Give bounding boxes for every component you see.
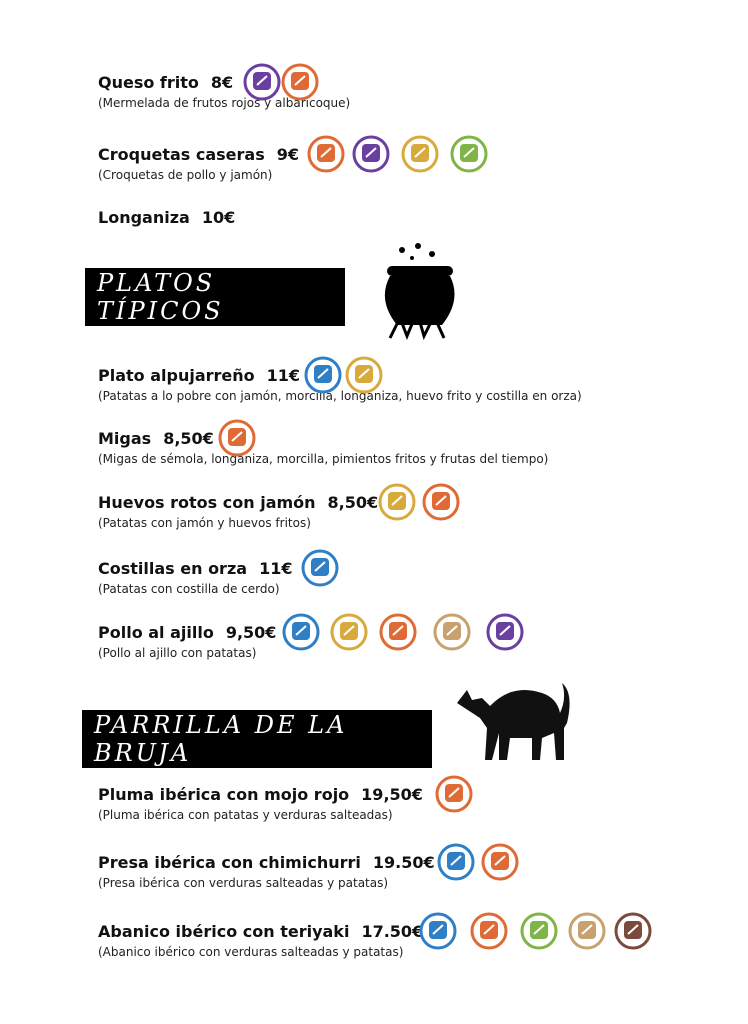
item-description: (Pluma ibérica con patatas y verduras sa… <box>98 808 393 822</box>
item-name: Migas <box>98 429 152 448</box>
allergen-icon <box>437 843 475 881</box>
item-description: (Abanico ibérico con verduras salteadas … <box>98 945 404 959</box>
allergen-icon <box>450 135 488 173</box>
item-description: (Pollo al ajillo con patatas) <box>98 646 257 660</box>
allergen-icon <box>401 135 439 173</box>
item-heading: Plato alpujarreño 11€ <box>98 365 582 387</box>
item-name: Presa ibérica con chimichurri <box>98 853 361 872</box>
item-name: Huevos rotos con jamón <box>98 493 316 512</box>
item-heading: Presa ibérica con chimichurri 19.50€ <box>98 852 435 874</box>
item-name: Longaniza <box>98 208 190 227</box>
allergen-icon <box>520 912 558 950</box>
section-title: PARRILLA DE LA BRUJA <box>94 711 348 767</box>
item-name: Pluma ibérica con mojo rojo <box>98 785 350 804</box>
allergen-icon <box>243 63 281 101</box>
item-price: 19,50€ <box>361 785 423 804</box>
item-heading: Abanico ibérico con teriyaki 17.50€ <box>98 921 423 943</box>
item-heading: Longaniza 10€ <box>98 207 235 229</box>
allergen-icon <box>435 775 473 813</box>
item-description: (Migas de sémola, longaniza, morcilla, p… <box>98 452 549 466</box>
item-name: Pollo al ajillo <box>98 623 214 642</box>
item-heading: Pollo al ajillo 9,50€ <box>98 622 276 644</box>
item-price: 19.50€ <box>372 853 435 872</box>
allergen-icon <box>282 613 320 651</box>
allergen-icon <box>281 63 319 101</box>
item-heading: Costillas en orza 11€ <box>98 558 292 580</box>
item-price: 9,50€ <box>225 623 277 642</box>
item-price: 9€ <box>276 145 299 164</box>
allergen-icon <box>307 135 345 173</box>
menu-item: Huevos rotos con jamón 8,50€ (Patatas con … <box>98 492 378 530</box>
item-price: 8€ <box>210 73 234 92</box>
item-description: (Patatas a lo pobre con jamón, morcilla,… <box>98 389 582 403</box>
allergen-icon <box>470 912 508 950</box>
item-description: (Patatas con costilla de cerdo) <box>98 582 280 596</box>
item-name: Croquetas caseras <box>98 145 265 164</box>
menu-item: Migas 8,50€ (Migas de sémola, longaniza, m… <box>98 428 548 466</box>
section-banner: PLATOS TÍPICOS <box>85 268 345 326</box>
item-name: Costillas en orza <box>98 559 248 578</box>
item-price: 11€ <box>259 559 293 578</box>
section-banner: PARRILLA DE LA BRUJA <box>82 710 432 768</box>
item-heading: Croquetas caseras 9€ <box>98 144 299 166</box>
menu-item: Longaniza 10€ <box>98 207 235 229</box>
item-heading: Pluma ibérica con mojo rojo 19,50€ <box>98 784 423 806</box>
allergen-icon <box>304 356 342 394</box>
allergen-icon <box>568 912 606 950</box>
item-price: 10€ <box>201 208 236 227</box>
item-description: (Presa ibérica con verduras salteadas y … <box>98 876 389 890</box>
item-price: 11€ <box>266 366 301 385</box>
allergen-icon <box>301 549 339 587</box>
menu-item: Croquetas caseras 9€ (Croquetas de pollo y… <box>98 144 299 182</box>
menu-item: Costillas en orza 11€ (Patatas con costill… <box>98 558 292 596</box>
allergen-icon <box>378 483 416 521</box>
allergen-icon <box>422 483 460 521</box>
allergen-icon <box>614 912 652 950</box>
item-description: (Croquetas de pollo y jamón) <box>98 168 273 182</box>
item-name: Plato alpujarreño <box>98 366 255 385</box>
allergen-icon <box>481 843 519 881</box>
item-heading: Queso frito 8€ <box>98 72 350 94</box>
item-name: Queso frito <box>98 73 199 92</box>
item-description: (Mermelada de frutos rojos y albaricoque… <box>98 96 351 110</box>
item-price: 17.50€ <box>361 922 424 941</box>
item-description: (Patatas con jamón y huevos fritos) <box>98 516 311 530</box>
menu-item: Abanico ibérico con teriyaki 17.50€ (Abani… <box>98 921 423 959</box>
allergen-icon <box>345 356 383 394</box>
allergen-icon <box>218 419 256 457</box>
cauldron-illustration <box>384 243 455 340</box>
menu-item: Plato alpujarreño 11€ (Patatas a lo pobre … <box>98 365 582 403</box>
item-heading: Migas 8,50€ <box>98 428 548 450</box>
allergen-icon <box>352 135 390 173</box>
item-heading: Huevos rotos con jamón 8,50€ <box>98 492 378 514</box>
allergen-icon <box>330 613 368 651</box>
item-price: 8,50€ <box>163 429 214 448</box>
item-name: Abanico ibérico con teriyaki <box>98 922 350 941</box>
menu-item: Pollo al ajillo 9,50€ (Pollo al ajillo con… <box>98 622 276 660</box>
menu-item: Presa ibérica con chimichurri 19.50€ (Pres… <box>98 852 435 890</box>
cat-illustration <box>457 683 570 760</box>
allergen-icon <box>433 613 471 651</box>
menu-item: Queso frito 8€ (Mermelada de frutos rojos … <box>98 72 350 110</box>
allergen-icon <box>379 613 417 651</box>
item-price: 8,50€ <box>327 493 379 512</box>
section-title: PLATOS TÍPICOS <box>97 269 224 325</box>
menu-item: Pluma ibérica con mojo rojo 19,50€ (Pluma … <box>98 784 423 822</box>
allergen-icon <box>486 613 524 651</box>
allergen-icon <box>419 912 457 950</box>
